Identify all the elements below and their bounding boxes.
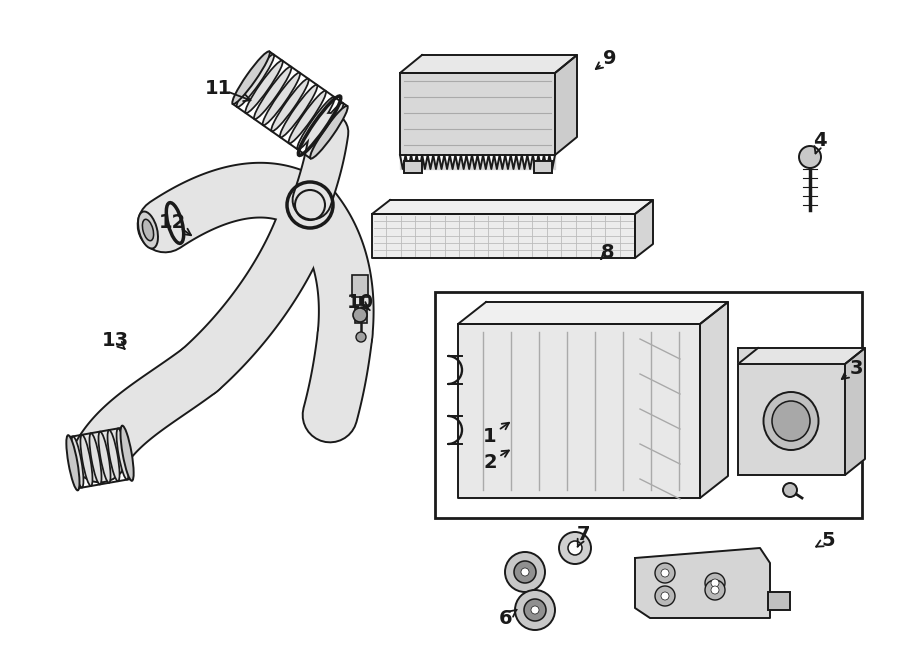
Text: 12: 12 xyxy=(158,213,185,232)
Circle shape xyxy=(568,541,582,555)
Text: 9: 9 xyxy=(603,48,616,68)
Circle shape xyxy=(356,332,366,342)
Ellipse shape xyxy=(263,73,300,125)
Circle shape xyxy=(531,606,539,614)
Circle shape xyxy=(655,586,675,606)
Circle shape xyxy=(353,308,367,322)
Text: 7: 7 xyxy=(576,526,590,545)
Polygon shape xyxy=(400,55,577,73)
Ellipse shape xyxy=(310,106,347,159)
Ellipse shape xyxy=(89,433,102,485)
Ellipse shape xyxy=(121,426,134,481)
Polygon shape xyxy=(555,55,577,155)
Polygon shape xyxy=(700,302,728,498)
Circle shape xyxy=(655,563,675,583)
Text: 3: 3 xyxy=(850,359,863,377)
Polygon shape xyxy=(458,324,700,498)
Ellipse shape xyxy=(117,428,129,480)
Circle shape xyxy=(661,569,669,577)
Ellipse shape xyxy=(98,432,111,483)
Circle shape xyxy=(559,532,591,564)
Polygon shape xyxy=(845,348,865,475)
Circle shape xyxy=(661,592,669,600)
Polygon shape xyxy=(400,73,555,155)
Bar xyxy=(738,348,845,475)
Ellipse shape xyxy=(67,435,79,491)
Text: 11: 11 xyxy=(204,79,231,97)
Ellipse shape xyxy=(246,60,283,113)
Polygon shape xyxy=(372,214,635,258)
Ellipse shape xyxy=(71,436,84,488)
Text: 13: 13 xyxy=(102,330,129,350)
Circle shape xyxy=(783,483,797,497)
Bar xyxy=(404,161,422,173)
Ellipse shape xyxy=(763,392,818,450)
Polygon shape xyxy=(635,200,653,258)
Ellipse shape xyxy=(254,67,292,119)
Circle shape xyxy=(711,579,719,587)
Polygon shape xyxy=(738,348,865,364)
Circle shape xyxy=(521,568,529,576)
Text: 4: 4 xyxy=(814,130,827,150)
Ellipse shape xyxy=(289,91,326,144)
Polygon shape xyxy=(372,200,653,214)
Text: 2: 2 xyxy=(483,453,497,471)
Polygon shape xyxy=(635,548,770,618)
Bar xyxy=(355,305,367,323)
Circle shape xyxy=(799,146,821,168)
Bar xyxy=(435,292,862,518)
Polygon shape xyxy=(458,302,728,324)
Circle shape xyxy=(705,580,725,600)
Ellipse shape xyxy=(297,97,335,150)
Text: 6: 6 xyxy=(500,608,513,628)
Ellipse shape xyxy=(107,430,120,481)
Bar xyxy=(534,161,552,173)
Ellipse shape xyxy=(138,211,158,248)
Ellipse shape xyxy=(772,401,810,441)
Ellipse shape xyxy=(232,52,270,104)
Ellipse shape xyxy=(280,85,318,138)
Ellipse shape xyxy=(237,54,274,107)
Ellipse shape xyxy=(142,219,154,241)
Ellipse shape xyxy=(271,79,309,131)
Circle shape xyxy=(705,573,725,593)
Text: 5: 5 xyxy=(821,530,835,549)
Bar xyxy=(352,275,368,297)
Circle shape xyxy=(515,590,555,630)
Circle shape xyxy=(524,599,546,621)
Circle shape xyxy=(514,561,536,583)
Ellipse shape xyxy=(306,103,343,156)
Text: 10: 10 xyxy=(346,293,374,312)
Text: 8: 8 xyxy=(601,242,615,261)
Circle shape xyxy=(505,552,545,592)
Bar xyxy=(768,592,790,610)
Circle shape xyxy=(711,586,719,594)
Text: 1: 1 xyxy=(483,426,497,446)
Ellipse shape xyxy=(80,435,93,486)
